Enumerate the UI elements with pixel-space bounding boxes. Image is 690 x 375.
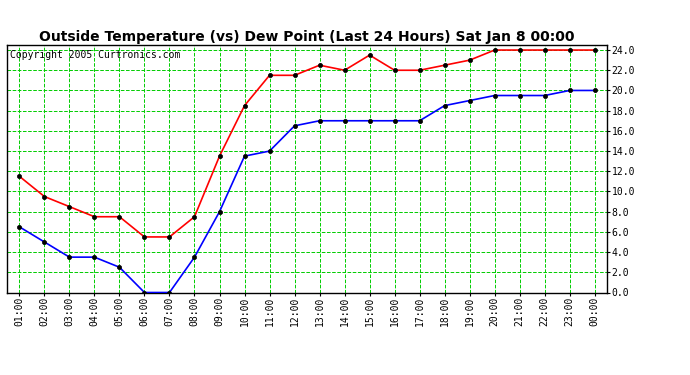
Title: Outside Temperature (vs) Dew Point (Last 24 Hours) Sat Jan 8 00:00: Outside Temperature (vs) Dew Point (Last…	[39, 30, 575, 44]
Text: Copyright 2005 Curtronics.com: Copyright 2005 Curtronics.com	[10, 50, 180, 60]
